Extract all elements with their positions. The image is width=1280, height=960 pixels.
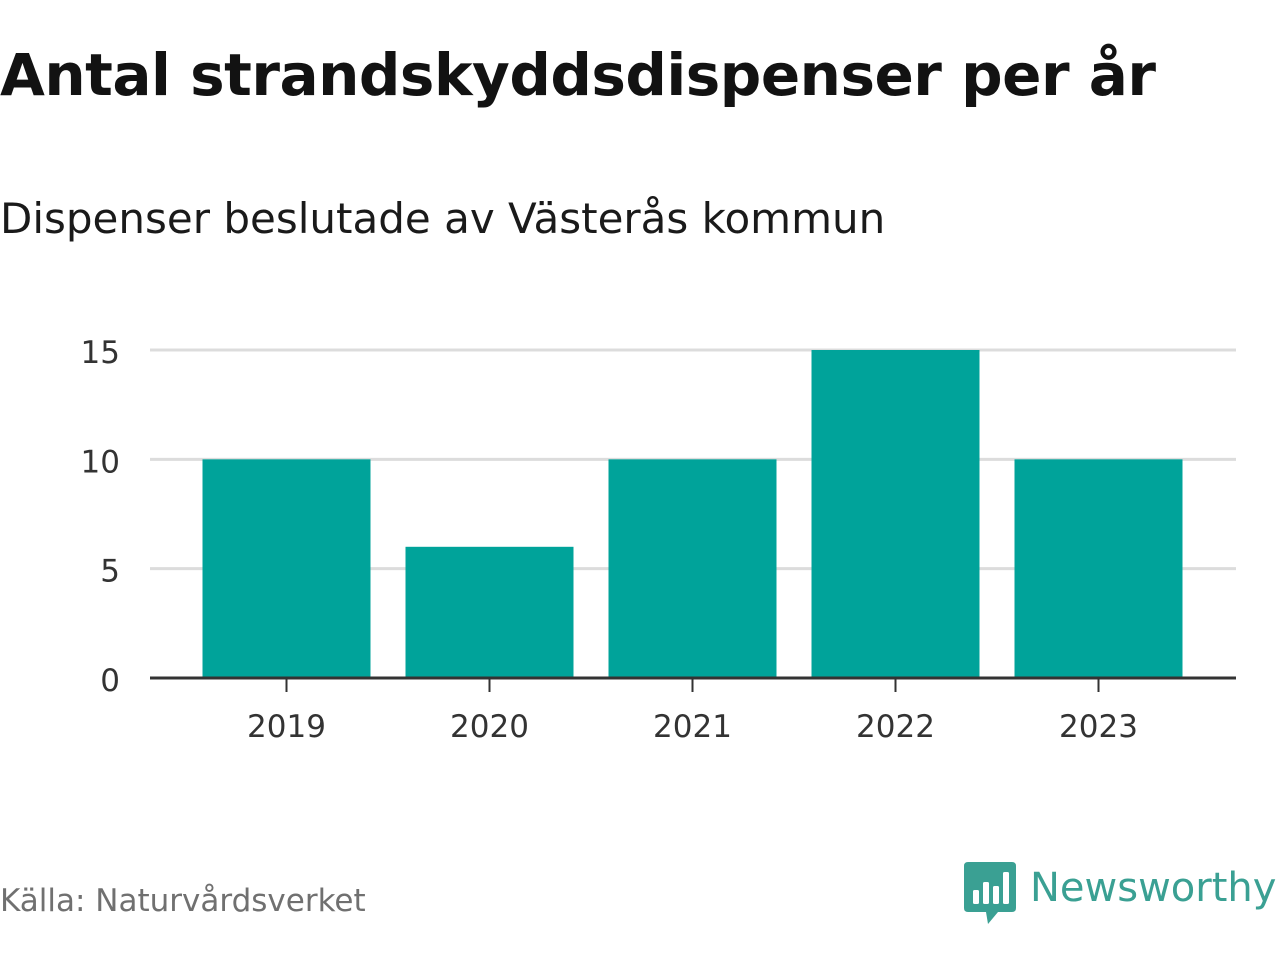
brand-name: Newsworthy [1030, 865, 1277, 911]
y-tick-label: 15 [81, 335, 120, 371]
bars [202, 350, 1183, 678]
chart-title: Antal strandskyddsdispenser per år [0, 41, 1156, 109]
x-axis-ticks: 2019 2020 2021 2022 2023 [247, 678, 1138, 745]
x-tick-label: 2020 [450, 709, 529, 745]
x-tick-label: 2019 [247, 709, 326, 745]
chart-subtitle: Dispenser beslutade av Västerås kommun [0, 194, 886, 243]
brand-logo-block: Newsworthy [964, 862, 1276, 924]
bar-2022 [811, 350, 980, 678]
x-tick-label: 2021 [653, 709, 732, 745]
y-axis-ticks: 0 5 10 15 [81, 335, 120, 699]
source-note: Källa: Naturvårdsverket [0, 883, 366, 919]
bar-2023 [1014, 459, 1183, 678]
x-tick-label: 2022 [856, 709, 935, 745]
bar-2020 [405, 546, 574, 678]
x-tick-label: 2023 [1059, 709, 1138, 745]
bar-2019 [202, 459, 371, 678]
y-tick-label: 5 [100, 554, 120, 590]
y-tick-label: 10 [81, 444, 120, 480]
y-tick-label: 0 [100, 663, 120, 699]
speech-bubble-bar-chart-icon [964, 862, 1016, 924]
bar-2021 [608, 459, 777, 678]
